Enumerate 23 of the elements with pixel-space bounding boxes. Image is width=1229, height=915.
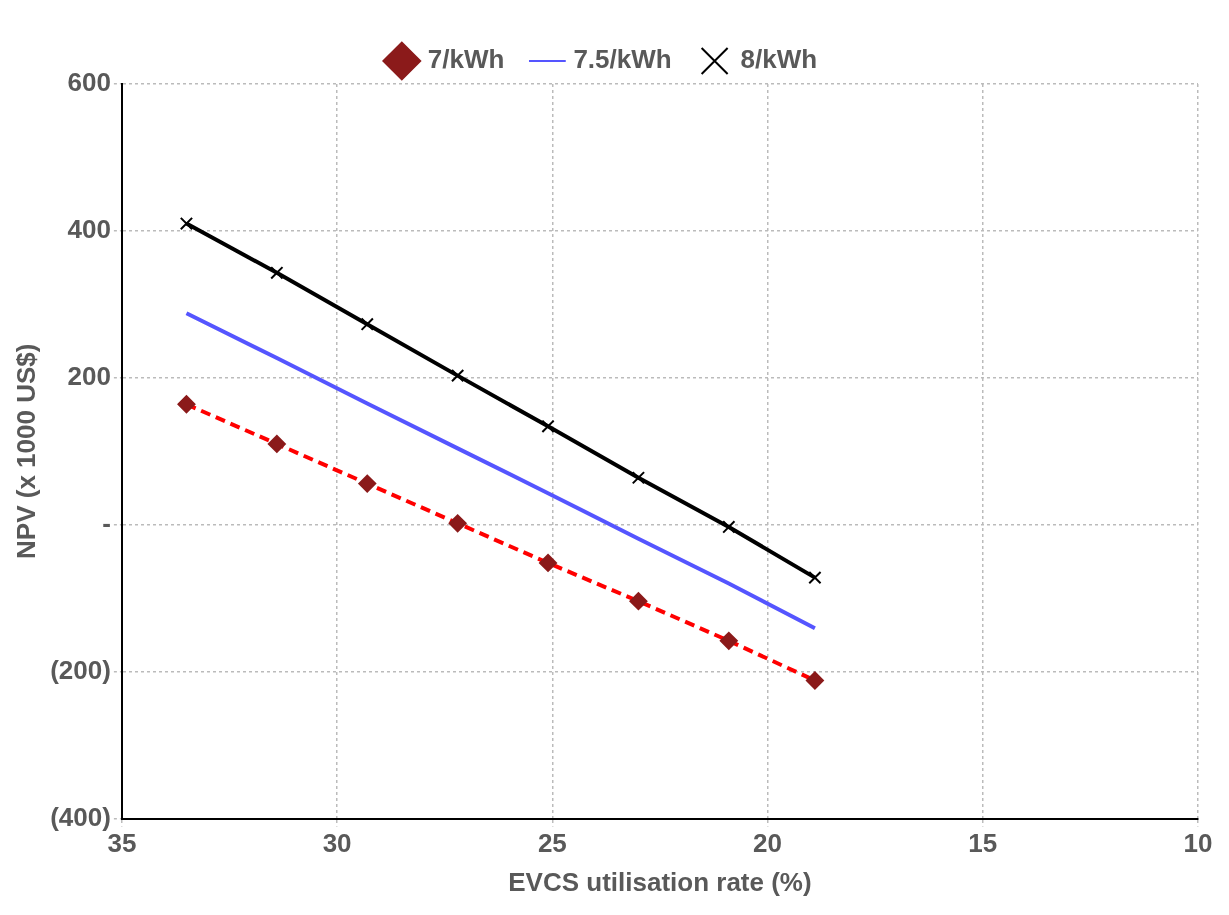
point <box>179 216 194 231</box>
legend-label: 7.5/kWh <box>573 44 672 75</box>
point <box>541 419 555 433</box>
y-tick-label: 200 <box>67 361 111 392</box>
x-tick-label: 15 <box>968 828 998 859</box>
y-tick-label: (200) <box>50 654 111 685</box>
legend-label: 7/kWh <box>427 44 505 75</box>
y-axis-title: NPV (x 1000 US$) <box>10 343 41 559</box>
x-tick-label: 25 <box>537 828 567 859</box>
x-tick-label: 30 <box>322 828 352 859</box>
y-tick-label: - <box>102 507 111 538</box>
point <box>360 317 374 331</box>
x-tick-label: 20 <box>753 828 783 859</box>
point <box>270 266 284 280</box>
point <box>631 471 646 485</box>
x-tick-label: 10 <box>1183 828 1213 859</box>
point <box>722 520 736 534</box>
legend-label: 8/kWh <box>740 44 818 75</box>
y-tick-label: 400 <box>67 214 111 245</box>
x-axis-title: EVCS utilisation rate (%) <box>508 866 812 897</box>
point <box>450 368 465 383</box>
y-tick-label: 600 <box>67 67 111 98</box>
point <box>808 570 822 585</box>
